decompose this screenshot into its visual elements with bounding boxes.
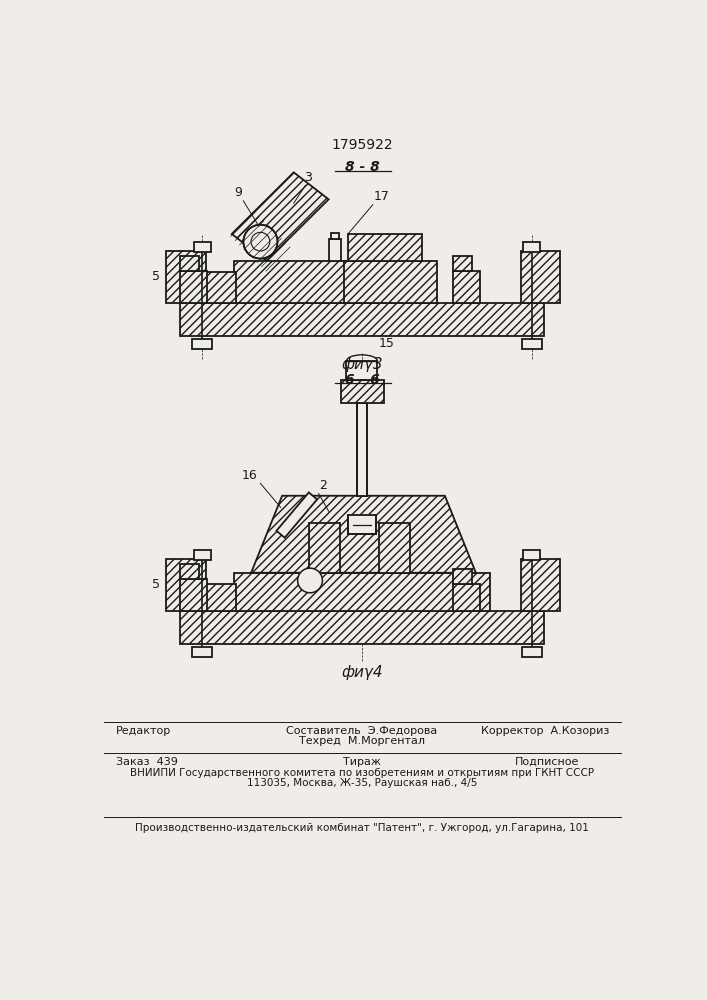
Bar (523, 550, 540, 560)
Bar (180, 303, 544, 336)
Bar (379, 523, 410, 573)
Bar (206, 584, 235, 611)
Text: 9: 9 (234, 186, 242, 199)
Bar (180, 271, 207, 303)
Text: Заказ  439: Заказ 439 (115, 757, 177, 767)
Bar (522, 339, 542, 349)
Bar (341, 380, 384, 403)
Polygon shape (232, 172, 329, 261)
Text: 17: 17 (373, 190, 390, 203)
Bar (206, 272, 235, 303)
Circle shape (298, 568, 322, 593)
Bar (452, 569, 472, 584)
Text: фиγ4: фиγ4 (341, 665, 382, 680)
Text: 1795922: 1795922 (331, 138, 393, 152)
Text: Подписное: Подписное (515, 757, 579, 767)
Bar (329, 239, 341, 261)
Bar (521, 251, 559, 303)
Circle shape (243, 225, 277, 259)
Bar (523, 242, 540, 252)
Bar (344, 261, 437, 303)
Bar (166, 251, 206, 303)
Bar (194, 550, 211, 560)
Text: Корректор  А.Козориз: Корректор А.Козориз (481, 726, 609, 736)
Bar (331, 233, 339, 239)
Text: 2: 2 (320, 479, 327, 492)
Text: 3: 3 (304, 171, 312, 184)
Text: Составитель  Э.Федорова: Составитель Э.Федорова (286, 726, 438, 736)
Text: Редактор: Редактор (115, 726, 171, 736)
Bar (309, 523, 340, 573)
Text: Техред  М.Моргентал: Техред М.Моргентал (299, 736, 425, 746)
Bar (452, 584, 480, 611)
Text: Производственно-издательский комбинат "Патент", г. Ужгород, ул.Гагарина, 101: Производственно-издательский комбинат "П… (135, 823, 589, 833)
Text: 5: 5 (152, 270, 160, 283)
Bar (348, 515, 376, 534)
Text: 6 - 6: 6 - 6 (344, 373, 380, 387)
Bar (180, 564, 199, 579)
Bar (234, 573, 490, 611)
Bar (180, 611, 544, 644)
Bar (180, 256, 199, 271)
Text: 5: 5 (152, 578, 160, 591)
Text: 113035, Москва, Ж-35, Раушская наб., 4/5: 113035, Москва, Ж-35, Раушская наб., 4/5 (247, 778, 477, 788)
Text: ВНИИПИ Государственного комитета по изобретениям и открытиям при ГКНТ СССР: ВНИИПИ Государственного комитета по изоб… (130, 768, 594, 778)
Bar (348, 234, 421, 261)
Bar (346, 361, 378, 380)
Bar (234, 261, 366, 303)
Bar (194, 242, 211, 252)
Text: 8 - 8: 8 - 8 (344, 160, 380, 174)
Bar (192, 339, 212, 349)
Bar (521, 559, 559, 611)
Bar (166, 559, 206, 611)
Polygon shape (251, 496, 476, 573)
Polygon shape (276, 492, 317, 538)
Bar (192, 647, 212, 657)
Bar (522, 647, 542, 657)
Text: 16: 16 (242, 469, 257, 482)
Text: фиγ3: фиγ3 (341, 357, 382, 372)
Bar (452, 256, 472, 271)
Text: Тираж: Тираж (343, 757, 381, 767)
Bar (356, 403, 368, 496)
Text: 15: 15 (379, 337, 395, 350)
Bar (452, 271, 480, 303)
Bar (180, 579, 207, 611)
